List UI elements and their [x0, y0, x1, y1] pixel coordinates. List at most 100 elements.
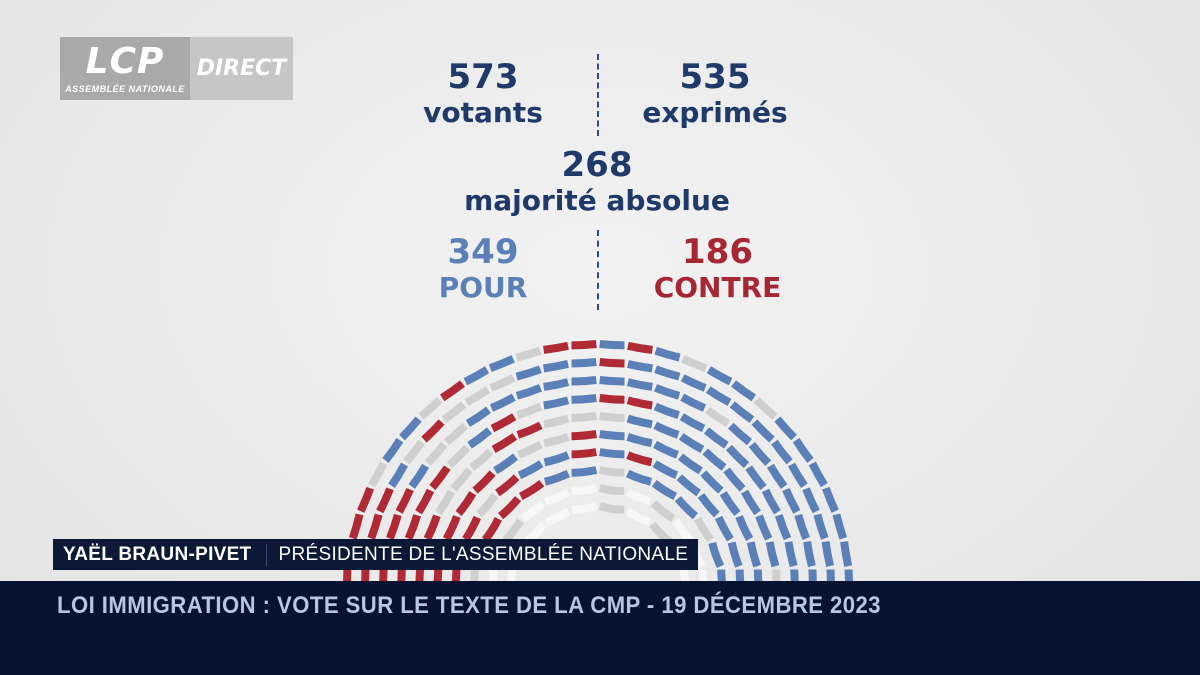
exprimes-label: exprimés	[642, 96, 788, 129]
hemicycle-seat	[700, 470, 724, 494]
exprimes-count: 535	[679, 57, 751, 97]
hemicycle-seat	[450, 467, 473, 492]
hemicycle-seat	[653, 421, 680, 439]
hemicycle-seat	[472, 470, 496, 494]
hemicycle-seat	[651, 479, 678, 500]
votants-stat: 573 votants	[408, 58, 558, 130]
hemicycle-seat	[598, 502, 625, 514]
hemicycle-seat	[571, 448, 598, 459]
lcp-logo-subtitle: ASSEMBLÉE NATIONALE	[65, 84, 185, 94]
hemicycle-seat	[543, 414, 570, 429]
contre-count: 186	[682, 232, 753, 272]
pour-stat: 349 POUR	[408, 233, 558, 305]
hemicycle-seat	[571, 502, 598, 514]
hemicycle-seat	[727, 541, 743, 568]
hemicycle-seat	[481, 516, 502, 543]
hemicycle-seat	[382, 438, 404, 463]
hemicycle-seat	[803, 541, 816, 568]
hemicycle-seat	[755, 514, 773, 541]
hemicycle-seat	[444, 422, 469, 446]
hemicycle-seat	[517, 440, 543, 459]
hemicycle-seat	[674, 496, 698, 520]
hemicycle-seat	[627, 341, 653, 354]
news-ticker: LOI IMMIGRATION : VOTE SUR LE TEXTE DE L…	[0, 581, 1200, 675]
lcp-logo-block: LCP ASSEMBLÉE NATIONALE	[60, 37, 190, 100]
hemicycle-seat	[543, 469, 571, 486]
hemicycle-seat	[543, 433, 570, 448]
contre-label: CONTRE	[653, 271, 782, 304]
hemicycle-seat	[745, 465, 767, 491]
hemicycle-seat	[415, 488, 435, 515]
hemicycle-seat	[498, 496, 522, 520]
hemicycle-seat	[543, 341, 569, 354]
hemicycle-seat	[462, 515, 481, 542]
hemicycle-seat	[404, 514, 422, 541]
live-badge: DIRECT	[190, 37, 293, 100]
hemicycle-seat	[822, 486, 839, 513]
hemicycle-seat	[368, 461, 388, 488]
hemicycle-seat	[626, 378, 653, 391]
hemicycle-seat	[680, 393, 707, 412]
hemicycle-seat	[840, 541, 853, 567]
hemicycle-seat	[626, 414, 653, 429]
hemicycle-seat	[423, 514, 441, 541]
hemicycle-seat	[652, 460, 679, 479]
hemicycle-seat	[395, 487, 414, 514]
hemicycle-seat	[653, 384, 681, 400]
hemicycle-seat	[694, 516, 715, 543]
lcp-logo-text: LCP	[85, 41, 165, 82]
hemicycle-seat	[677, 453, 703, 475]
hemicycle-seat	[782, 487, 801, 514]
hemicycle-seat	[571, 466, 598, 477]
hemicycle-seat	[625, 507, 651, 526]
hemicycle-seat	[520, 500, 546, 522]
hemicycle-seat	[774, 416, 797, 441]
hemicycle-seat	[705, 406, 731, 428]
hemicycle-seat	[490, 413, 517, 433]
hemicycle-seat	[626, 396, 653, 410]
hemicycle-seat	[650, 500, 676, 522]
channel-logo: LCP ASSEMBLÉE NATIONALE DIRECT	[60, 37, 293, 100]
stats-divider-top	[597, 54, 599, 136]
votants-label: votants	[423, 96, 543, 129]
hemicycle-seat	[489, 374, 516, 392]
hemicycle-seat	[794, 513, 810, 541]
hemicycle-seat	[469, 448, 494, 471]
hemicycle-seat	[708, 541, 725, 569]
hemicycle-seat	[376, 487, 394, 514]
hemicycle-seat	[599, 340, 625, 350]
hemicycle-seat	[543, 360, 570, 373]
majority-label: majorité absolue	[464, 184, 730, 217]
pour-count: 349	[447, 232, 519, 272]
hemicycle-seat	[676, 474, 701, 497]
hemicycle-seat	[821, 541, 834, 568]
pour-label: POUR	[438, 271, 528, 304]
hemicycle-seat	[761, 488, 781, 515]
hemicycle-seat	[697, 493, 720, 518]
hemicycle-seat	[571, 340, 597, 350]
hemicycle-seat	[705, 386, 732, 407]
hemicycle-seat	[516, 402, 543, 420]
hemicycle-seat	[429, 465, 451, 491]
hemicycle-seat	[729, 401, 755, 423]
hemicycle-seat	[727, 422, 752, 446]
hemicycle-seat	[626, 360, 653, 373]
hemicycle-seat	[766, 463, 788, 489]
live-label: DIRECT	[196, 56, 287, 81]
hemicycle-seat	[802, 487, 820, 514]
hemicycle-seat	[725, 444, 750, 469]
hemicycle-seat	[625, 469, 653, 486]
hemicycle-seat	[435, 489, 455, 516]
contre-stat: 186 CONTRE	[625, 233, 810, 305]
hemicycle-seat	[599, 394, 625, 404]
hemicycle-seat	[421, 419, 445, 443]
hemicycle-seat	[545, 507, 571, 526]
hemicycle-seat	[491, 433, 518, 453]
majority-count: 268	[561, 145, 633, 185]
hemicycle-seat	[746, 541, 761, 568]
hemicycle-seat	[784, 541, 798, 568]
hemicycle-seat	[753, 397, 778, 420]
hemicycle-seat	[476, 493, 499, 518]
